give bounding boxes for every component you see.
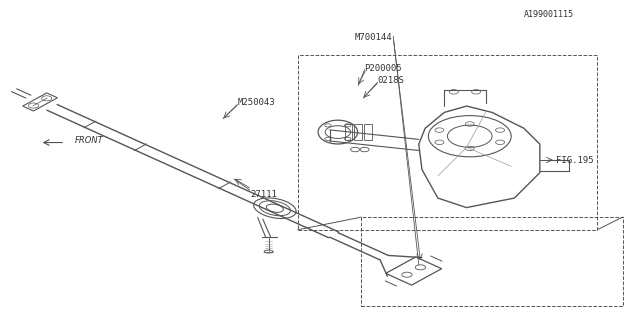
Text: M700144: M700144 [355, 33, 393, 42]
Text: A199001115: A199001115 [524, 10, 574, 19]
Bar [364, 124, 372, 140]
Bar [355, 124, 362, 140]
Bar [362, 217, 623, 306]
Text: 27111: 27111 [250, 190, 276, 199]
Text: 0218S: 0218S [378, 76, 404, 85]
Bar [345, 124, 353, 140]
Text: P200005: P200005 [365, 63, 402, 73]
Text: M250043: M250043 [237, 99, 275, 108]
Text: FIG.195: FIG.195 [556, 156, 593, 164]
Text: FRONT: FRONT [75, 136, 104, 146]
Bar [298, 55, 597, 230]
